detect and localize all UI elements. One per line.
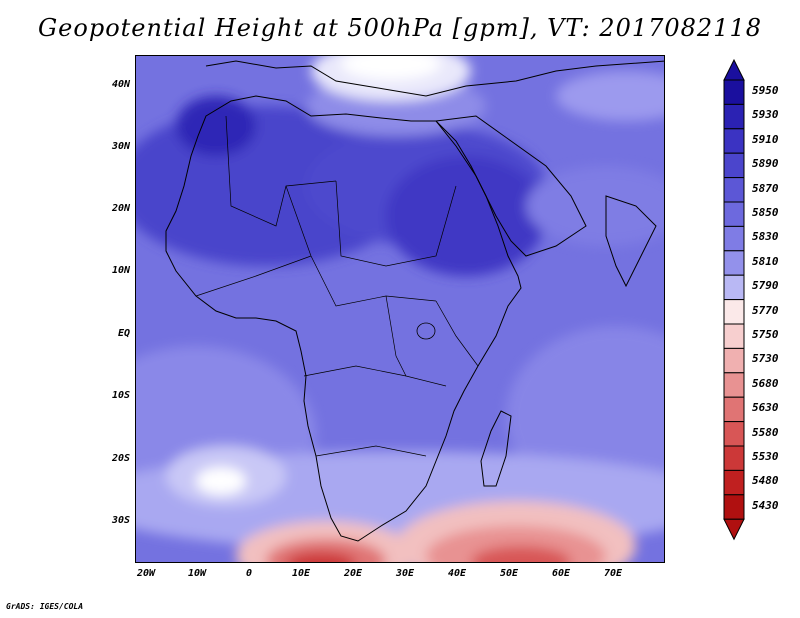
lon-label-40e: 40E [447,568,467,579]
lon-label-10w: 10W [187,568,207,579]
colorbar-cell [723,225,745,252]
colorbar-level-label: 5790 [752,279,779,293]
country-borders [195,115,479,457]
lon-label-20e: 20E [343,568,363,579]
colorbar-cell [723,250,745,276]
lat-label-30n: 30N [111,141,130,152]
colorbar-level-label: 5810 [752,254,779,268]
lat-label-10n: 10N [111,265,130,276]
colorbar-level-label: 5930 [752,108,779,122]
colorbar-cell [723,347,745,374]
lake-victoria [416,322,436,340]
colorbar-level-label: 5630 [752,401,779,415]
colorbar-level-label: 5680 [752,376,779,390]
colorbar-cell [723,128,745,154]
map-panel [135,55,665,563]
colorbar-level-label: 5750 [752,328,779,341]
lat-label-10s: 10S [111,390,130,401]
colorbar-cell [723,396,745,423]
india-coastline [605,195,657,288]
lon-label-50e: 50E [499,568,519,579]
colorbar-level-label: 5910 [752,132,779,146]
grads-credit: GrADS: IGES/COLA [6,602,84,611]
colorbar-level-label: 5530 [752,450,779,463]
colorbar-cell [723,103,745,130]
colorbar-level-label: 5830 [752,230,779,244]
colorbar-cell [723,201,745,227]
arabia-coastline [435,115,587,257]
madagascar-coastline [480,410,512,487]
colorbar-cell [723,177,745,203]
colorbar-level-label: 5580 [752,425,779,439]
lon-label-10e: 10E [291,568,311,579]
colorbar-level-label: 5950 [752,84,779,97]
colorbar-cell [723,372,745,398]
colorbar-cell [723,152,745,179]
colorbar-level-label: 5850 [752,206,779,219]
height-field-map [136,56,664,562]
lon-label-30e: 30E [395,568,415,579]
colorbar-cells [723,79,745,520]
lon-label-0: 0 [245,568,253,579]
colorbar-level-label: 5480 [752,474,779,488]
colorbar-cell [723,299,745,325]
colorbar-bottom-arrow [723,518,745,541]
colorbar-level-label: 5430 [752,498,779,512]
chart-title: Geopotential Height at 500hPa [gpm], VT:… [38,14,762,42]
colorbar-level-label: 5770 [752,303,779,317]
colorbar-cell [723,421,745,447]
lat-label-eq: EQ [117,328,130,339]
colorbar [723,58,745,541]
lat-label-30s: 30S [111,515,130,526]
lat-label-20s: 20S [111,453,130,464]
colorbar-cell [723,494,745,520]
colorbar-cell [723,274,745,301]
colorbar-cell [723,323,745,349]
colorbar-level-label: 5870 [752,181,779,195]
lat-label-20n: 20N [111,203,130,214]
colorbar-level-label: 5730 [752,352,779,366]
colorbar-cell [723,79,745,105]
lon-label-60e: 60E [551,568,571,579]
colorbar-cell [723,469,745,496]
colorbar-cell [723,445,745,471]
lon-label-20w: 20W [136,568,156,579]
lon-label-70e: 70E [603,568,623,579]
colorbar-level-label: 5890 [752,157,779,171]
europe-coastline [205,60,664,97]
colorbar-top-arrow [723,58,745,81]
lat-label-40n: 40N [111,79,130,90]
